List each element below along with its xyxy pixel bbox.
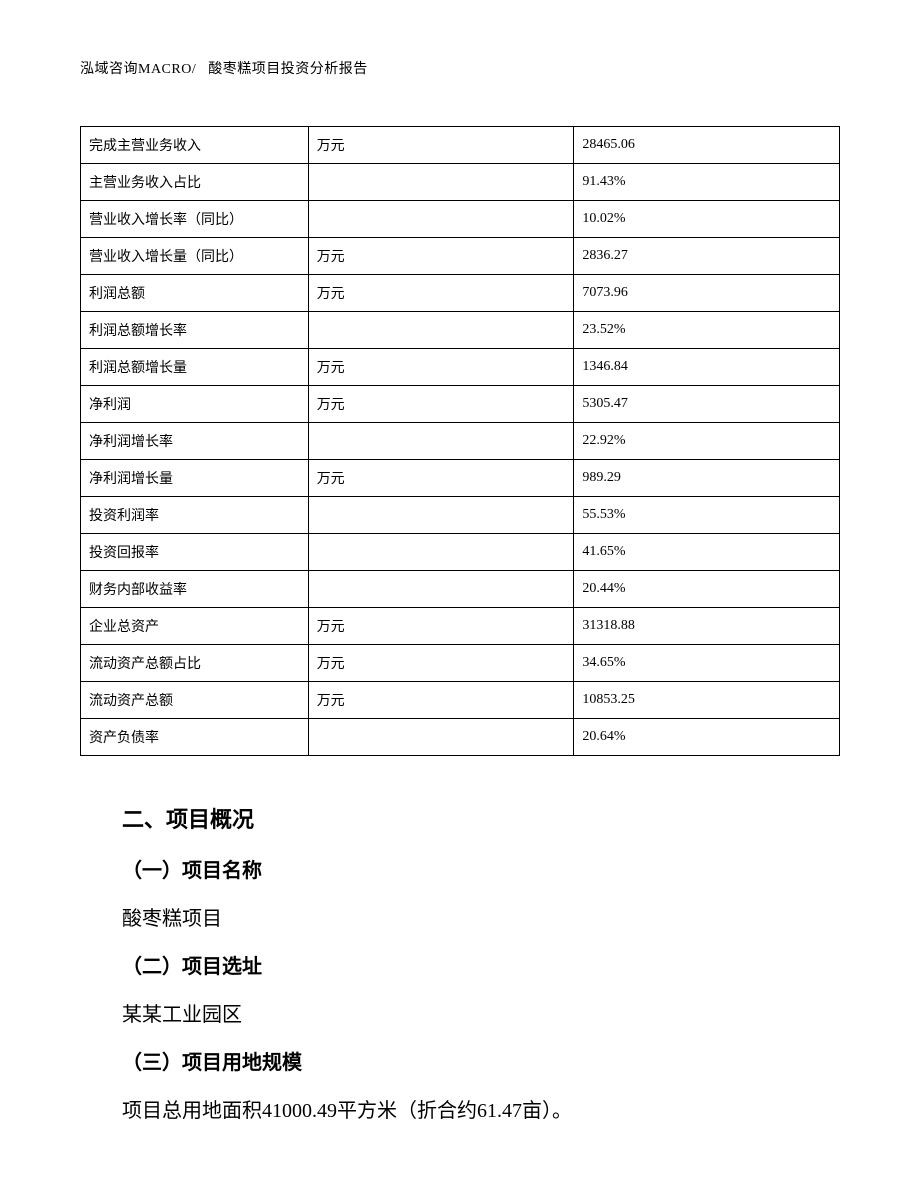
cell-metric: 投资利润率 — [81, 497, 309, 534]
cell-value: 1346.84 — [574, 349, 840, 386]
section-2-2-body: 某某工业园区 — [122, 991, 840, 1039]
cell-unit: 万元 — [308, 682, 574, 719]
table-row: 营业收入增长量（同比） 万元 2836.27 — [81, 238, 840, 275]
table-row: 利润总额 万元 7073.96 — [81, 275, 840, 312]
cell-value: 10853.25 — [574, 682, 840, 719]
cell-value: 22.92% — [574, 423, 840, 460]
cell-value: 7073.96 — [574, 275, 840, 312]
cell-metric: 投资回报率 — [81, 534, 309, 571]
section-2-2-title: （二）项目选址 — [122, 943, 840, 991]
cell-value: 41.65% — [574, 534, 840, 571]
section-2-1-body: 酸枣糕项目 — [122, 895, 840, 943]
cell-unit — [308, 497, 574, 534]
cell-unit — [308, 312, 574, 349]
cell-metric: 净利润增长率 — [81, 423, 309, 460]
header-title: 酸枣糕项目投资分析报告 — [208, 62, 368, 77]
cell-unit: 万元 — [308, 275, 574, 312]
cell-metric: 净利润增长量 — [81, 460, 309, 497]
cell-value: 31318.88 — [574, 608, 840, 645]
cell-unit — [308, 164, 574, 201]
cell-metric: 营业收入增长量（同比） — [81, 238, 309, 275]
section-2-1-title: （一）项目名称 — [122, 847, 840, 895]
header-company: 泓域咨询MACRO/ — [80, 62, 196, 77]
table-row: 净利润 万元 5305.47 — [81, 386, 840, 423]
cell-unit: 万元 — [308, 460, 574, 497]
cell-metric: 资产负债率 — [81, 719, 309, 756]
cell-value: 91.43% — [574, 164, 840, 201]
cell-metric: 利润总额增长率 — [81, 312, 309, 349]
financial-table-body: 完成主营业务收入 万元 28465.06 主营业务收入占比 91.43% 营业收… — [81, 127, 840, 756]
table-row: 利润总额增长量 万元 1346.84 — [81, 349, 840, 386]
cell-unit — [308, 719, 574, 756]
cell-value: 5305.47 — [574, 386, 840, 423]
cell-unit: 万元 — [308, 127, 574, 164]
cell-metric: 利润总额增长量 — [81, 349, 309, 386]
cell-value: 989.29 — [574, 460, 840, 497]
table-row: 营业收入增长率（同比） 10.02% — [81, 201, 840, 238]
table-row: 完成主营业务收入 万元 28465.06 — [81, 127, 840, 164]
cell-value: 2836.27 — [574, 238, 840, 275]
cell-unit: 万元 — [308, 608, 574, 645]
cell-metric: 利润总额 — [81, 275, 309, 312]
cell-unit — [308, 201, 574, 238]
cell-metric: 净利润 — [81, 386, 309, 423]
cell-value: 20.64% — [574, 719, 840, 756]
cell-unit: 万元 — [308, 645, 574, 682]
cell-unit — [308, 423, 574, 460]
table-row: 流动资产总额占比 万元 34.65% — [81, 645, 840, 682]
cell-unit — [308, 534, 574, 571]
cell-metric: 财务内部收益率 — [81, 571, 309, 608]
section-2-3-title: （三）项目用地规模 — [122, 1039, 840, 1087]
table-row: 财务内部收益率 20.44% — [81, 571, 840, 608]
page-header: 泓域咨询MACRO/ 酸枣糕项目投资分析报告 — [80, 58, 840, 78]
financial-table: 完成主营业务收入 万元 28465.06 主营业务收入占比 91.43% 营业收… — [80, 126, 840, 756]
body-text: 二、项目概况 （一）项目名称 酸枣糕项目 （二）项目选址 某某工业园区 （三）项… — [80, 794, 840, 1135]
cell-value: 55.53% — [574, 497, 840, 534]
table-row: 投资回报率 41.65% — [81, 534, 840, 571]
cell-unit: 万元 — [308, 386, 574, 423]
table-row: 流动资产总额 万元 10853.25 — [81, 682, 840, 719]
cell-unit: 万元 — [308, 238, 574, 275]
table-row: 主营业务收入占比 91.43% — [81, 164, 840, 201]
cell-value: 20.44% — [574, 571, 840, 608]
cell-metric: 企业总资产 — [81, 608, 309, 645]
table-row: 资产负债率 20.64% — [81, 719, 840, 756]
cell-value: 10.02% — [574, 201, 840, 238]
section-2-3-body: 项目总用地面积41000.49平方米（折合约61.47亩）。 — [122, 1087, 840, 1135]
cell-metric: 流动资产总额 — [81, 682, 309, 719]
cell-metric: 流动资产总额占比 — [81, 645, 309, 682]
cell-unit — [308, 571, 574, 608]
cell-value: 28465.06 — [574, 127, 840, 164]
cell-value: 34.65% — [574, 645, 840, 682]
cell-metric: 主营业务收入占比 — [81, 164, 309, 201]
page: 泓域咨询MACRO/ 酸枣糕项目投资分析报告 完成主营业务收入 万元 28465… — [0, 0, 920, 1191]
table-row: 净利润增长率 22.92% — [81, 423, 840, 460]
cell-metric: 营业收入增长率（同比） — [81, 201, 309, 238]
table-row: 利润总额增长率 23.52% — [81, 312, 840, 349]
table-row: 投资利润率 55.53% — [81, 497, 840, 534]
table-row: 净利润增长量 万元 989.29 — [81, 460, 840, 497]
cell-value: 23.52% — [574, 312, 840, 349]
cell-unit: 万元 — [308, 349, 574, 386]
cell-metric: 完成主营业务收入 — [81, 127, 309, 164]
section-2-title: 二、项目概况 — [122, 794, 840, 847]
table-row: 企业总资产 万元 31318.88 — [81, 608, 840, 645]
